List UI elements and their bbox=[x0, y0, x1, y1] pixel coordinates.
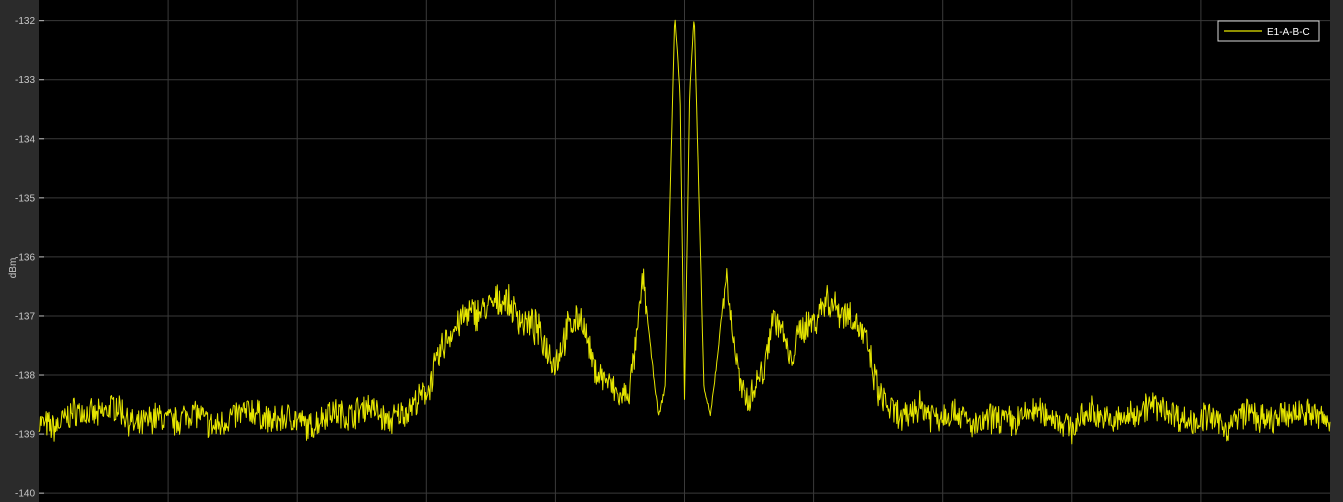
legend[interactable]: E1-A-B-C bbox=[1217, 20, 1320, 42]
y-tick-label: -132 bbox=[15, 16, 35, 27]
y-tick-label: -137 bbox=[15, 311, 35, 322]
series-line-e1-a-b-c bbox=[38, 19, 1331, 445]
y-tick-label: -138 bbox=[15, 371, 35, 382]
legend-box bbox=[1217, 20, 1320, 42]
y-tick-label: -133 bbox=[15, 75, 35, 86]
y-tick-label: -135 bbox=[15, 193, 35, 204]
series-layer bbox=[38, 19, 1331, 445]
y-axis: -132 -133 -134 -135 -136 -137 -138 -139 -140 bbox=[15, 16, 44, 500]
y-tick-label: -134 bbox=[15, 134, 35, 145]
legend-label: E1-A-B-C bbox=[1267, 27, 1310, 38]
y-axis-label: dBm bbox=[8, 258, 19, 279]
y-tick-label: -139 bbox=[15, 430, 35, 441]
y-tick-label: -140 bbox=[15, 489, 35, 500]
y-tick-label: -136 bbox=[15, 252, 35, 263]
